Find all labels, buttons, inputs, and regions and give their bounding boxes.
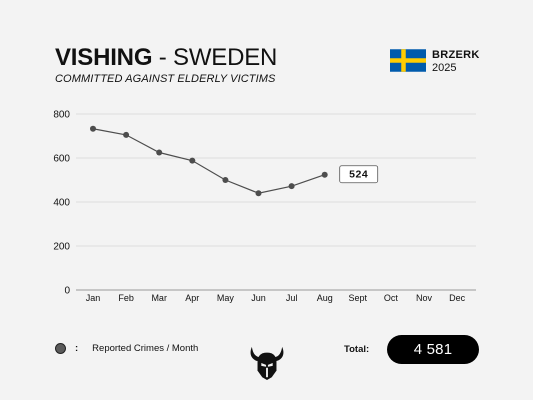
page-subtitle: COMMITTED AGAINST ELDERLY VICTIMS xyxy=(55,73,276,85)
value-callout-label: 524 xyxy=(349,169,368,181)
x-tick-label: Apr xyxy=(185,293,199,303)
data-point xyxy=(222,177,229,183)
x-axis: Jan Feb Mar Apr May Jun Jul Aug Sept Oct Nov Dec xyxy=(86,293,466,303)
x-tick-label: Feb xyxy=(118,293,134,303)
data-point xyxy=(123,131,130,138)
grid-layer xyxy=(76,113,476,291)
data-point xyxy=(156,149,163,156)
x-tick-label: Mar xyxy=(151,293,167,303)
brand-block: BRZERK 2025 xyxy=(390,49,480,75)
value-callout-box xyxy=(339,165,379,184)
total-value: 4 581 xyxy=(413,341,453,358)
title-topic: VISHING xyxy=(55,44,153,71)
annotation-layer: 524 xyxy=(339,165,379,184)
data-point xyxy=(255,190,262,197)
legend-dot-icon xyxy=(55,343,66,354)
y-tick-label: 200 xyxy=(53,242,70,253)
horned-helmet-logo-icon xyxy=(250,346,284,381)
y-tick-label: 0 xyxy=(64,286,70,297)
page-title: VISHING - SWEDEN xyxy=(55,44,277,72)
data-point xyxy=(321,171,328,178)
brand-text: BRZERK 2025 xyxy=(432,49,480,75)
y-tick-label: 800 xyxy=(53,110,70,121)
title-country: SWEDEN xyxy=(173,44,278,71)
x-tick-label: Jan xyxy=(86,293,101,303)
series-line xyxy=(92,128,325,194)
total-label: Total: xyxy=(344,344,370,355)
x-tick-label: Oct xyxy=(384,293,399,303)
legend-label: Reported Crimes / Month xyxy=(92,343,199,354)
x-tick-label: Nov xyxy=(416,293,433,303)
brand-year: 2025 xyxy=(432,62,457,74)
series-layer xyxy=(90,125,328,197)
data-point xyxy=(90,125,96,132)
data-point xyxy=(288,183,295,190)
x-tick-label: Dec xyxy=(449,293,466,303)
x-tick-label: Jul xyxy=(286,293,298,303)
y-tick-label: 600 xyxy=(53,154,70,165)
data-point xyxy=(189,157,196,164)
legend-separator: : xyxy=(75,343,79,354)
y-tick-label: 400 xyxy=(53,198,70,209)
title-separator: - xyxy=(152,44,174,71)
title-block: VISHING - SWEDEN COMMITTED AGAINST ELDER… xyxy=(55,44,277,85)
x-tick-label: Jun xyxy=(251,293,266,303)
total-value-badge: 4 581 xyxy=(387,335,479,364)
x-tick-label: Sept xyxy=(349,293,368,303)
legend: : Reported Crimes / Month xyxy=(55,343,198,354)
brand-name: BRZERK xyxy=(432,49,480,61)
y-axis: 0 200 400 600 800 xyxy=(53,110,70,297)
x-tick-label: May xyxy=(217,293,235,303)
sweden-flag-icon xyxy=(390,49,426,72)
line-chart: 0 200 400 600 800 Jan Feb Mar Apr May Jun Jul Aug Se… xyxy=(53,110,476,303)
x-tick-label: Aug xyxy=(317,293,333,303)
